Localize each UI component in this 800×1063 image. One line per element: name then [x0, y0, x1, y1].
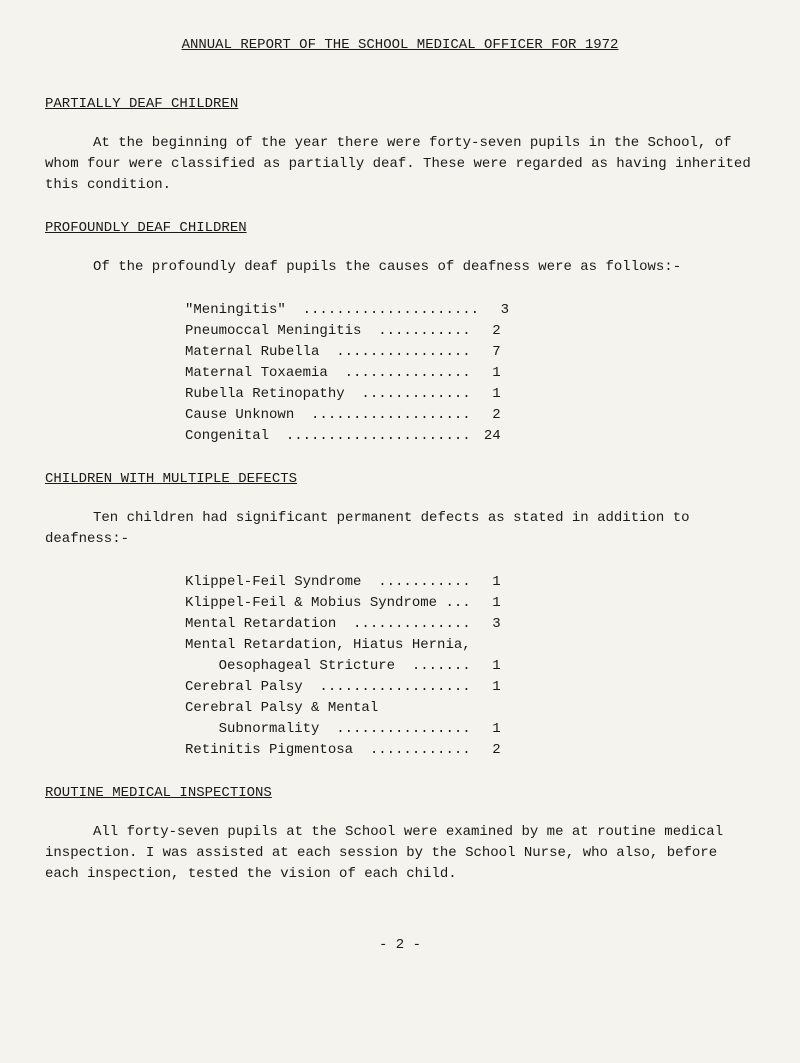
table-row: Cerebral Palsy & Mental — [185, 698, 755, 719]
row-value: 7 — [471, 342, 501, 363]
row-label: "Meningitis" ..................... — [185, 300, 479, 321]
section2-intro: Of the profoundly deaf pupils the causes… — [45, 257, 755, 278]
section2-heading: PROFOUNDLY DEAF CHILDREN — [45, 218, 755, 239]
report-title: ANNUAL REPORT OF THE SCHOOL MEDICAL OFFI… — [45, 35, 755, 56]
row-label: Maternal Rubella ................ — [185, 342, 471, 363]
row-value: 2 — [471, 321, 501, 342]
row-label: Klippel-Feil Syndrome ........... — [185, 572, 471, 593]
row-value: 1 — [471, 677, 501, 698]
table-row: Rubella Retinopathy ............. 1 — [185, 384, 755, 405]
table-row: Mental Retardation, Hiatus Hernia, — [185, 635, 755, 656]
table-row: Klippel-Feil & Mobius Syndrome ... 1 — [185, 593, 755, 614]
row-value: 24 — [471, 426, 501, 447]
table-row: Cause Unknown ................... 2 — [185, 405, 755, 426]
row-value: 3 — [471, 614, 501, 635]
row-label: Congenital ...................... — [185, 426, 471, 447]
row-value — [410, 698, 440, 719]
table-row: Cerebral Palsy .................. 1 — [185, 677, 755, 698]
table-row: Maternal Rubella ................ 7 — [185, 342, 755, 363]
table-row: "Meningitis" ..................... 3 — [185, 300, 755, 321]
section3-list: Klippel-Feil Syndrome ........... 1 Klip… — [185, 572, 755, 761]
row-value: 1 — [471, 384, 501, 405]
row-value: 1 — [471, 572, 501, 593]
row-value — [471, 635, 501, 656]
table-row: Maternal Toxaemia ............... 1 — [185, 363, 755, 384]
page-number: - 2 - — [45, 935, 755, 956]
row-label: Subnormality ................ — [185, 719, 471, 740]
row-label: Mental Retardation, Hiatus Hernia, — [185, 635, 471, 656]
table-row: Mental Retardation .............. 3 — [185, 614, 755, 635]
row-value: 1 — [471, 656, 501, 677]
row-label: Rubella Retinopathy ............. — [185, 384, 471, 405]
table-row: Pneumoccal Meningitis ........... 2 — [185, 321, 755, 342]
row-label: Cause Unknown ................... — [185, 405, 471, 426]
row-value: 1 — [471, 719, 501, 740]
row-label: Mental Retardation .............. — [185, 614, 471, 635]
table-row: Retinitis Pigmentosa ............ 2 — [185, 740, 755, 761]
row-value: 2 — [471, 405, 501, 426]
table-row: Subnormality ................ 1 — [185, 719, 755, 740]
row-value: 1 — [471, 363, 501, 384]
section4-paragraph: All forty-seven pupils at the School wer… — [45, 822, 755, 885]
row-value: 1 — [471, 593, 501, 614]
row-label: Oesophageal Stricture ....... — [185, 656, 471, 677]
row-label: Cerebral Palsy .................. — [185, 677, 471, 698]
row-value: 3 — [479, 300, 509, 321]
table-row: Klippel-Feil Syndrome ........... 1 — [185, 572, 755, 593]
row-label: Pneumoccal Meningitis ........... — [185, 321, 471, 342]
row-label: Maternal Toxaemia ............... — [185, 363, 471, 384]
row-value: 2 — [471, 740, 501, 761]
section3-intro: Ten children had significant permanent d… — [45, 508, 755, 550]
section1-heading: PARTIALLY DEAF CHILDREN — [45, 94, 755, 115]
section2-list: "Meningitis" ..................... 3 Pne… — [185, 300, 755, 447]
row-label: Cerebral Palsy & Mental — [185, 698, 410, 719]
section1-paragraph: At the beginning of the year there were … — [45, 133, 755, 196]
section4-heading: ROUTINE MEDICAL INSPECTIONS — [45, 783, 755, 804]
row-label: Retinitis Pigmentosa ............ — [185, 740, 471, 761]
table-row: Congenital ...................... 24 — [185, 426, 755, 447]
table-row: Oesophageal Stricture ....... 1 — [185, 656, 755, 677]
row-label: Klippel-Feil & Mobius Syndrome ... — [185, 593, 471, 614]
section3-heading: CHILDREN WITH MULTIPLE DEFECTS — [45, 469, 755, 490]
